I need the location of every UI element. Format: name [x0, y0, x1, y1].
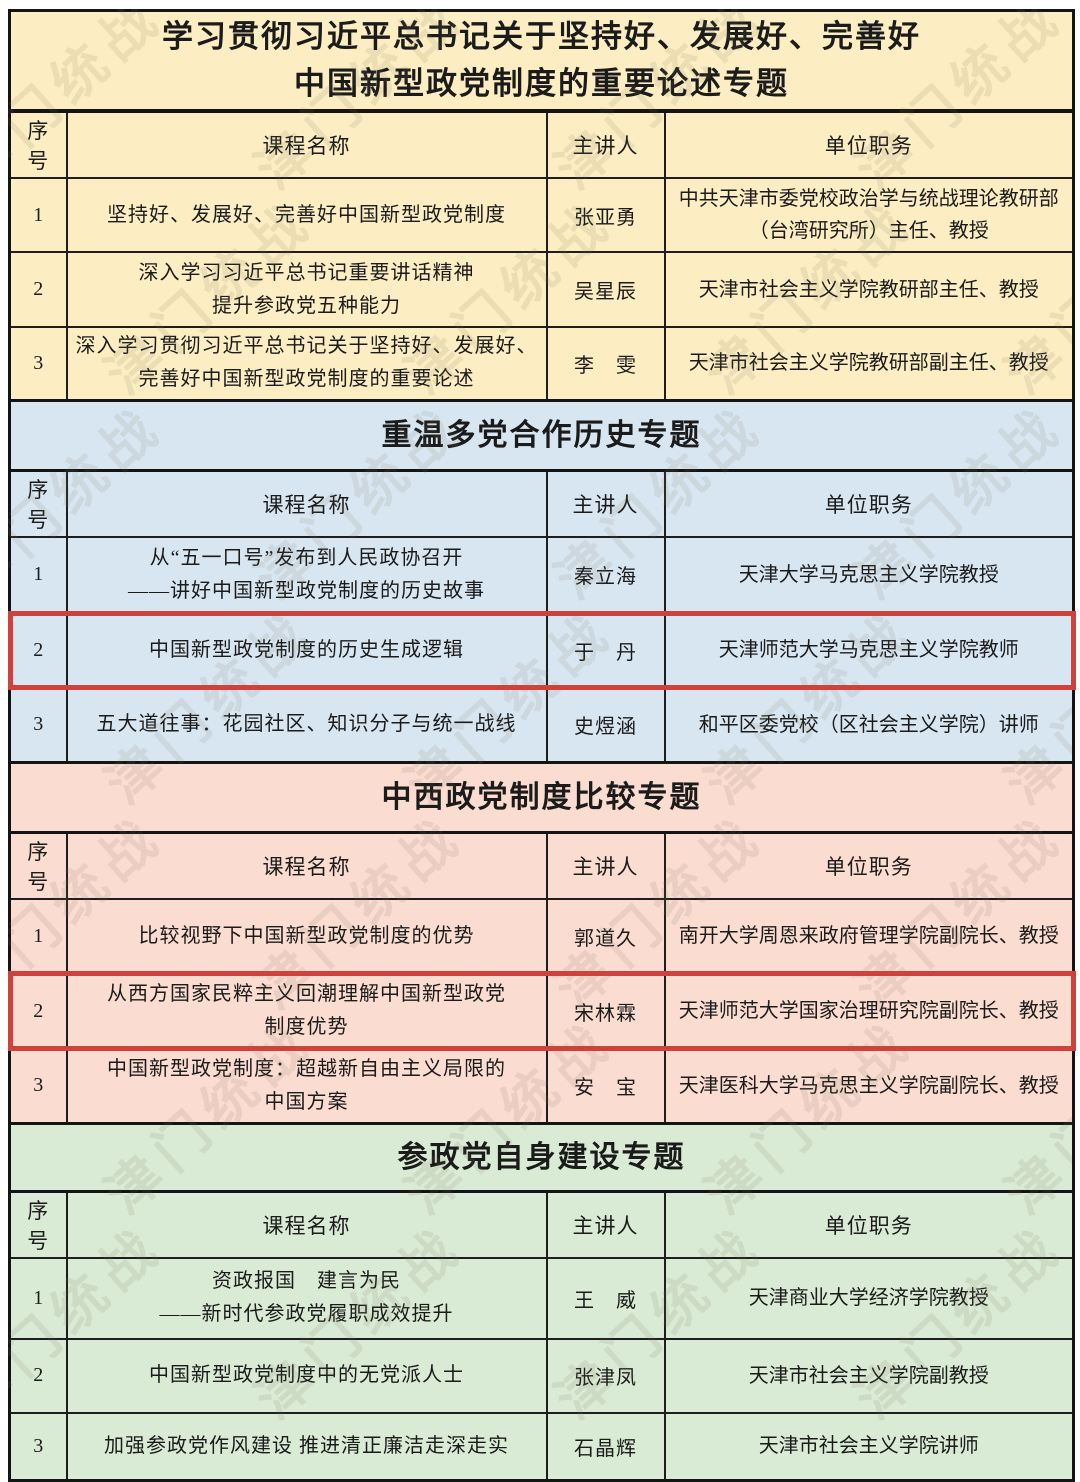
column-header-no: 序号: [8, 110, 68, 179]
course-name: 从西方国家民粹主义回潮理解中国新型政党 制度优势: [65, 972, 548, 1050]
speaker-name: 宋林霖: [545, 972, 666, 1050]
section-blue: 重温多党合作历史专题 序号 课程名称 主讲人 单位职务 1 从“五一口号”发布到…: [8, 398, 1075, 764]
row-number: 3: [8, 1048, 68, 1124]
table-row: 1 坚持好、发展好、完善好中国新型政党制度 张亚勇 中共天津市委党校政治学与统战…: [8, 177, 1075, 253]
unit-title: 天津市社会主义学院副教授: [663, 1337, 1075, 1414]
column-header-speaker: 主讲人: [545, 110, 666, 179]
row-number: 1: [8, 535, 68, 614]
section-yellow: 学习贯彻习近平总书记关于坚持好、发展好、完善好 中国新型政党制度的重要论述专题 …: [8, 10, 1075, 401]
row-number: 2: [8, 972, 68, 1050]
header-row: 序号 课程名称 主讲人 单位职务: [8, 831, 1075, 900]
column-header-unit: 单位职务: [663, 110, 1075, 179]
table-row-highlighted: 2 中国新型政党制度的历史生成逻辑 于 丹 天津师范大学马克思主义学院教师: [8, 611, 1075, 689]
section-pink: 中西政党制度比较专题 序号 课程名称 主讲人 单位职务 1 比较视野下中国新型政…: [8, 761, 1075, 1124]
row-number: 1: [8, 177, 68, 253]
column-header-unit: 单位职务: [663, 1190, 1075, 1259]
unit-title: 天津市社会主义学院讲师: [663, 1411, 1075, 1482]
unit-title: 南开大学周恩来政府管理学院副院长、教授: [663, 898, 1075, 974]
section-title-row: 重温多党合作历史专题: [8, 398, 1075, 472]
course-name: 加强参政党作风建设 推进清正廉洁走深走实: [65, 1411, 548, 1482]
speaker-name: 秦立海: [545, 535, 666, 614]
speaker-name: 张津凤: [545, 1337, 666, 1414]
section-green: 参政党自身建设专题 序号 课程名称 主讲人 单位职务 1 资政报国 建言为民 —…: [8, 1121, 1075, 1482]
table-row: 2 深入学习习近平总书记重要讲话精神 提升参政党五种能力 吴星辰 天津市社会主义…: [8, 251, 1075, 328]
course-name: 深入学习习近平总书记重要讲话精神 提升参政党五种能力: [65, 251, 548, 328]
header-row: 序号 课程名称 主讲人 单位职务: [8, 1190, 1075, 1259]
row-number: 3: [8, 1411, 68, 1482]
unit-title: 中共天津市委党校政治学与统战理论教研部 （台湾研究所）主任、教授: [663, 177, 1075, 253]
row-number: 2: [8, 251, 68, 328]
speaker-name: 郭道久: [545, 898, 666, 974]
column-header-no: 序号: [8, 469, 68, 538]
unit-title: 天津大学马克思主义学院教授: [663, 535, 1075, 614]
speaker-name: 吴星辰: [545, 251, 666, 328]
header-row: 序号 课程名称 主讲人 单位职务: [8, 110, 1075, 179]
course-name: 中国新型政党制度的历史生成逻辑: [65, 611, 548, 689]
table-row: 3 中国新型政党制度：超越新自由主义局限的 中国方案 安 宝 天津医科大学马克思…: [8, 1048, 1075, 1124]
column-header-speaker: 主讲人: [545, 1190, 666, 1259]
speaker-name: 石晶辉: [545, 1411, 666, 1482]
course-name: 比较视野下中国新型政党制度的优势: [65, 898, 548, 974]
speaker-name: 安 宝: [545, 1048, 666, 1124]
course-name: 中国新型政党制度：超越新自由主义局限的 中国方案: [65, 1048, 548, 1124]
unit-title: 天津师范大学马克思主义学院教师: [663, 611, 1075, 689]
section-title: 学习贯彻习近平总书记关于坚持好、发展好、完善好 中国新型政党制度的重要论述专题: [8, 10, 1075, 113]
unit-title: 天津市社会主义学院教研部副主任、教授: [663, 326, 1075, 401]
row-number: 3: [8, 326, 68, 401]
column-header-course: 课程名称: [65, 831, 548, 900]
unit-title: 天津医科大学马克思主义学院副院长、教授: [663, 1048, 1075, 1124]
row-number: 1: [8, 1256, 68, 1340]
course-table-wrapper: 学习贯彻习近平总书记关于坚持好、发展好、完善好 中国新型政党制度的重要论述专题 …: [7, 9, 1076, 1482]
table-row: 1 资政报国 建言为民 ——新时代参政党履职成效提升 王 威 天津商业大学经济学…: [8, 1256, 1075, 1340]
column-header-speaker: 主讲人: [545, 831, 666, 900]
column-header-no: 序号: [8, 1190, 68, 1259]
column-header-course: 课程名称: [65, 1190, 548, 1259]
speaker-name: 张亚勇: [545, 177, 666, 253]
unit-title: 天津市社会主义学院教研部主任、教授: [663, 251, 1075, 328]
section-title: 参政党自身建设专题: [8, 1121, 1075, 1193]
table-row: 2 中国新型政党制度中的无党派人士 张津凤 天津市社会主义学院副教授: [8, 1337, 1075, 1414]
row-number: 3: [8, 686, 68, 764]
speaker-name: 王 威: [545, 1256, 666, 1340]
section-title-row: 参政党自身建设专题: [8, 1121, 1075, 1193]
column-header-unit: 单位职务: [663, 831, 1075, 900]
table-row-highlighted: 2 从西方国家民粹主义回潮理解中国新型政党 制度优势 宋林霖 天津师范大学国家治…: [8, 972, 1075, 1050]
row-number: 2: [8, 1337, 68, 1414]
speaker-name: 史煜涵: [545, 686, 666, 764]
course-name: 从“五一口号”发布到人民政协召开 ——讲好中国新型政党制度的历史故事: [65, 535, 548, 614]
unit-title: 天津师范大学国家治理研究院副院长、教授: [663, 972, 1075, 1050]
course-table: 学习贯彻习近平总书记关于坚持好、发展好、完善好 中国新型政党制度的重要论述专题 …: [8, 9, 1075, 1482]
table-row: 3 深入学习贯彻习近平总书记关于坚持好、发展好、 完善好中国新型政党制度的重要论…: [8, 326, 1075, 401]
course-name: 五大道往事：花园社区、知识分子与统一战线: [65, 686, 548, 764]
column-header-no: 序号: [8, 831, 68, 900]
section-title-row: 中西政党制度比较专题: [8, 761, 1075, 834]
course-name: 中国新型政党制度中的无党派人士: [65, 1337, 548, 1414]
unit-title: 天津商业大学经济学院教授: [663, 1256, 1075, 1340]
table-row: 3 五大道往事：花园社区、知识分子与统一战线 史煜涵 和平区委党校（区社会主义学…: [8, 686, 1075, 764]
table-row: 1 从“五一口号”发布到人民政协召开 ——讲好中国新型政党制度的历史故事 秦立海…: [8, 535, 1075, 614]
speaker-name: 李 雯: [545, 326, 666, 401]
section-title: 中西政党制度比较专题: [8, 761, 1075, 834]
column-header-course: 课程名称: [65, 110, 548, 179]
column-header-course: 课程名称: [65, 469, 548, 538]
course-name: 资政报国 建言为民 ——新时代参政党履职成效提升: [65, 1256, 548, 1340]
header-row: 序号 课程名称 主讲人 单位职务: [8, 469, 1075, 538]
column-header-unit: 单位职务: [663, 469, 1075, 538]
course-name: 坚持好、发展好、完善好中国新型政党制度: [65, 177, 548, 253]
page: 学习贯彻习近平总书记关于坚持好、发展好、完善好 中国新型政党制度的重要论述专题 …: [7, 9, 1076, 1482]
course-name: 深入学习贯彻习近平总书记关于坚持好、发展好、 完善好中国新型政党制度的重要论述: [65, 326, 548, 401]
row-number: 2: [8, 611, 68, 689]
section-title-row: 学习贯彻习近平总书记关于坚持好、发展好、完善好 中国新型政党制度的重要论述专题: [8, 10, 1075, 113]
table-row: 1 比较视野下中国新型政党制度的优势 郭道久 南开大学周恩来政府管理学院副院长、…: [8, 898, 1075, 974]
section-title: 重温多党合作历史专题: [8, 398, 1075, 472]
unit-title: 和平区委党校（区社会主义学院）讲师: [663, 686, 1075, 764]
row-number: 1: [8, 898, 68, 974]
speaker-name: 于 丹: [545, 611, 666, 689]
table-row: 3 加强参政党作风建设 推进清正廉洁走深走实 石晶辉 天津市社会主义学院讲师: [8, 1411, 1075, 1482]
column-header-speaker: 主讲人: [545, 469, 666, 538]
